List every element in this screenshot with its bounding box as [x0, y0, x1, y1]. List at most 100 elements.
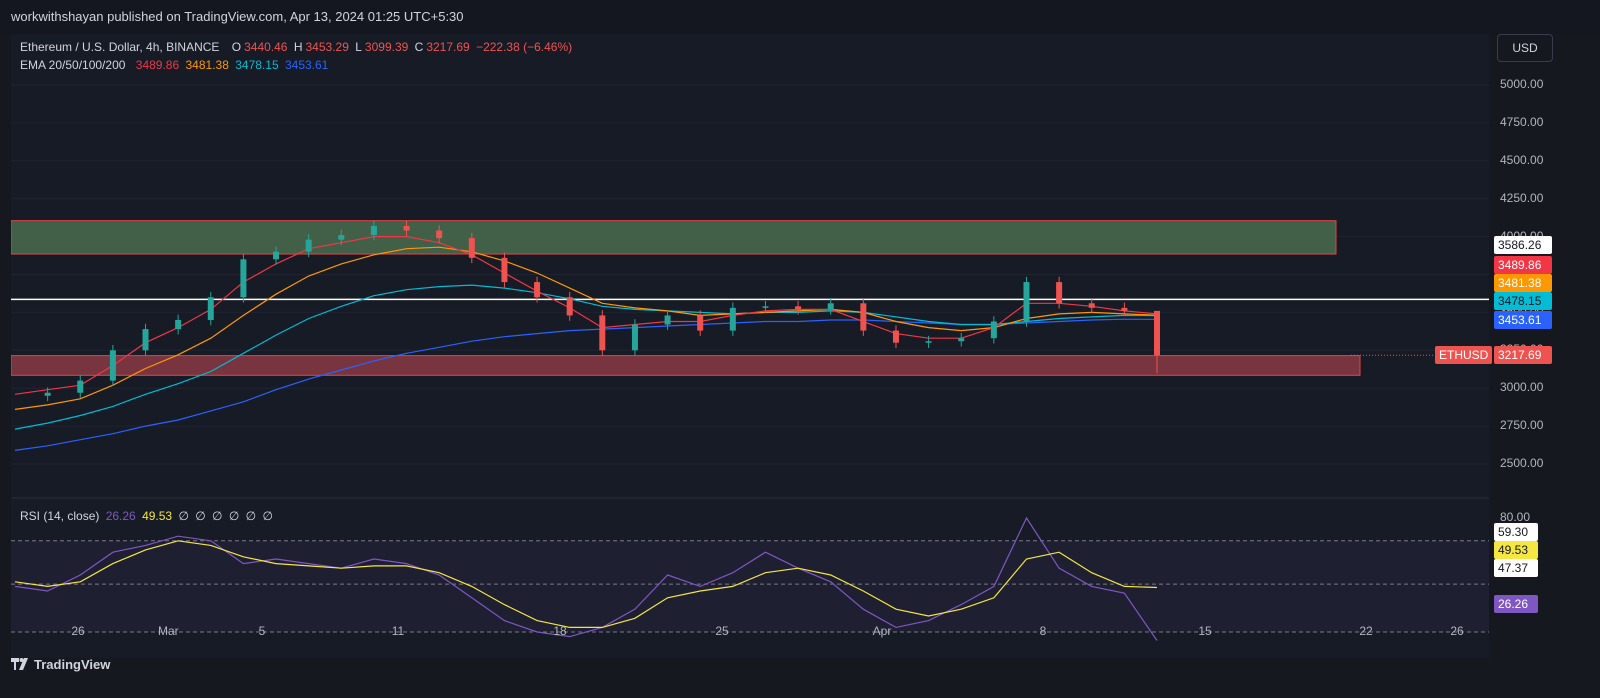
tradingview-logo[interactable]: TradingView — [11, 657, 110, 672]
candle-body — [958, 338, 965, 342]
candle-body — [697, 315, 704, 331]
price-tag-last: 3217.69 — [1494, 346, 1552, 364]
candle-body — [664, 315, 671, 325]
low-value: 3099.39 — [364, 40, 409, 54]
symbol-price-tag: ETHUSD — [1435, 346, 1493, 364]
resistance-zone — [11, 220, 1337, 255]
price-legend: Ethereum / U.S. Dollar, 4h, BINANCE O 344… — [20, 40, 575, 54]
rsi-extra: ∅ — [195, 509, 206, 523]
time-tick-label: 22 — [1359, 624, 1373, 638]
candle-body — [892, 330, 899, 343]
candle-body — [534, 282, 541, 298]
candle-body — [631, 324, 638, 351]
price-tag-ema20: 3489.86 — [1494, 256, 1552, 274]
rsi-tag-ma: 49.53 — [1494, 541, 1538, 559]
low-label: L — [355, 40, 362, 54]
candle-body — [501, 257, 508, 283]
price-tick-label: 2750.00 — [1500, 418, 1544, 433]
candle-body — [305, 239, 312, 252]
rsi-tag-white: 59.30 — [1494, 523, 1538, 541]
candle-body — [436, 230, 443, 239]
rsi-label: RSI (14, close) — [20, 509, 100, 523]
price-tick-label: 4250.00 — [1500, 190, 1544, 205]
rsi-ma-line — [14, 540, 1158, 629]
ema-legend: EMA 20/50/100/200 3489.86 3481.38 3478.1… — [20, 58, 331, 72]
candle-body — [109, 350, 116, 381]
candle-body — [273, 251, 280, 260]
candle-body — [77, 380, 84, 393]
candle-body — [925, 341, 932, 343]
tradingview-logo-icon — [11, 658, 31, 670]
candle-body — [1023, 282, 1030, 322]
candle-body — [468, 238, 475, 258]
ema-line-200 — [14, 318, 1158, 451]
ema100-value: 3478.15 — [235, 58, 279, 72]
change-value: −222.38 (−6.46%) — [476, 40, 573, 54]
ema-line-20 — [14, 236, 1158, 395]
rsi-ma-value: 49.53 — [142, 509, 173, 523]
currency-button[interactable]: USD — [1497, 34, 1553, 62]
candle-body — [338, 235, 345, 240]
chart-area[interactable] — [11, 34, 1489, 658]
candle-body — [827, 303, 834, 310]
rsi-tick-label: 80.00 — [1500, 510, 1531, 524]
time-tick-label: 26 — [1450, 624, 1464, 638]
publisher-info: workwithshayan published on TradingView.… — [11, 9, 464, 24]
time-tick-label: Apr — [872, 624, 892, 638]
price-tag-ema200: 3453.61 — [1494, 311, 1552, 329]
time-tick-label: 5 — [258, 624, 266, 638]
ema50-value: 3481.38 — [185, 58, 229, 72]
rsi-extra: ∅ — [212, 509, 223, 523]
price-tag-ema50: 3481.38 — [1494, 274, 1552, 292]
candle-body — [142, 329, 149, 351]
candle-body — [240, 259, 247, 298]
price-tick-label: 4500.00 — [1500, 152, 1544, 167]
candle-body — [207, 297, 214, 320]
price-chart-svg[interactable] — [11, 34, 1489, 658]
ema20-value: 3489.86 — [135, 58, 180, 72]
candle-body — [370, 225, 377, 236]
high-label: H — [293, 40, 303, 54]
time-tick-label: 25 — [715, 624, 729, 638]
candle-body — [762, 306, 769, 308]
price-tick-label: 2500.00 — [1500, 456, 1544, 470]
price-tick-label: 5000.00 — [1500, 77, 1544, 91]
rsi-band — [11, 540, 1489, 632]
symbol-title: Ethereum / U.S. Dollar, 4h, BINANCE — [20, 40, 220, 54]
time-tick-label: 15 — [1198, 624, 1212, 638]
high-value: 3453.29 — [305, 40, 349, 54]
candle-body — [566, 297, 573, 316]
ema-label: EMA 20/50/100/200 — [20, 58, 126, 72]
rsi-extra: ∅ — [178, 509, 189, 523]
price-tag-ema100: 3478.15 — [1494, 292, 1552, 310]
candle-body — [1056, 282, 1063, 304]
time-tick-label: Mar — [158, 624, 179, 638]
candle-body — [599, 315, 606, 351]
candle-body — [403, 225, 410, 231]
candle-body — [1154, 310, 1160, 356]
rsi-line — [14, 516, 1158, 641]
tradingview-brand: TradingView — [34, 657, 111, 672]
ema-line-100 — [14, 284, 1158, 430]
candle-body — [1088, 303, 1095, 308]
candle-body — [175, 319, 182, 330]
time-tick-label: 26 — [71, 624, 85, 638]
close-label: C — [414, 40, 424, 54]
rsi-tag-white: 47.37 — [1494, 559, 1538, 577]
ema200-value: 3453.61 — [284, 58, 329, 72]
ema-line-50 — [14, 246, 1158, 410]
candle-body — [1121, 307, 1128, 311]
support-zone — [11, 355, 1361, 376]
price-tick-label: 3000.00 — [1500, 380, 1544, 395]
time-tick-label: 18 — [553, 624, 567, 638]
price-tag-white: 3586.26 — [1494, 236, 1552, 254]
bottom-bar — [0, 658, 1600, 698]
close-value: 3217.69 — [426, 40, 470, 54]
rsi-tag-rsi: 26.26 — [1494, 595, 1538, 613]
time-tick-label: 8 — [1039, 624, 1047, 638]
rsi-extra: ∅ — [245, 509, 257, 523]
candle-body — [795, 306, 802, 310]
top-bar: workwithshayan published on TradingView.… — [0, 0, 1600, 34]
rsi-value: 26.26 — [105, 509, 136, 523]
candle-body — [990, 321, 997, 339]
